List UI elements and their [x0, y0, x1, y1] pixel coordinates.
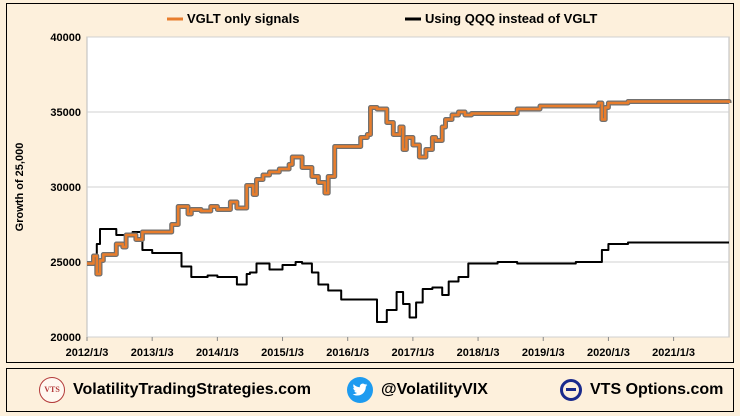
line-chart: 20000 25000 30000 35000 40000 2012/1/3 2013/1/…: [14, 11, 732, 359]
footer-bar: VTS VolatilityTradingStrategies.com @Vol…: [6, 368, 734, 412]
theta-icon: [560, 378, 582, 401]
y-tick-label: 30000: [50, 182, 81, 194]
x-tick-label: 2020/1/3: [587, 347, 630, 359]
chart-panel: 20000 25000 30000 35000 40000 2012/1/3 2013/1/…: [6, 3, 734, 363]
series-line-vglt: [87, 100, 731, 276]
y-tick-label: 40000: [50, 32, 81, 44]
x-tick-label: 2016/1/3: [326, 347, 369, 359]
y-tick-label: 25000: [50, 257, 81, 269]
footer-options[interactable]: VTS Options.com: [560, 369, 723, 410]
vts-badge-label: VTS: [44, 385, 60, 394]
twitter-handle[interactable]: @VolatilityVIX: [381, 380, 488, 398]
twitter-bird-icon: [347, 376, 373, 403]
footer-website[interactable]: VTS VolatilityTradingStrategies.com: [39, 369, 311, 410]
y-tick-label: 20000: [50, 332, 81, 344]
x-tick-label: 2012/1/3: [66, 347, 109, 359]
y-axis-label: Growth of 25,000: [14, 143, 26, 232]
legend-item-qqq-label: Using QQQ instead of VGLT: [425, 11, 597, 26]
x-tick-label: 2018/1/3: [457, 347, 500, 359]
legend-item-vglt-label: VGLT only signals: [187, 11, 299, 26]
x-tick-label: 2013/1/3: [131, 347, 174, 359]
website-link[interactable]: VolatilityTradingStrategies.com: [73, 380, 311, 398]
options-site-link[interactable]: VTS Options.com: [590, 380, 724, 398]
x-tick-label: 2019/1/3: [522, 347, 565, 359]
vts-seal-icon: VTS: [39, 376, 65, 403]
x-tick-label: 2014/1/3: [196, 347, 239, 359]
x-tick-label: 2017/1/3: [391, 347, 434, 359]
footer-twitter[interactable]: @VolatilityVIX: [347, 369, 488, 410]
series-line-qqq: [87, 228, 729, 323]
x-tick-label: 2015/1/3: [261, 347, 304, 359]
x-tick-label: 2021/1/3: [652, 347, 695, 359]
y-tick-label: 35000: [50, 107, 81, 119]
